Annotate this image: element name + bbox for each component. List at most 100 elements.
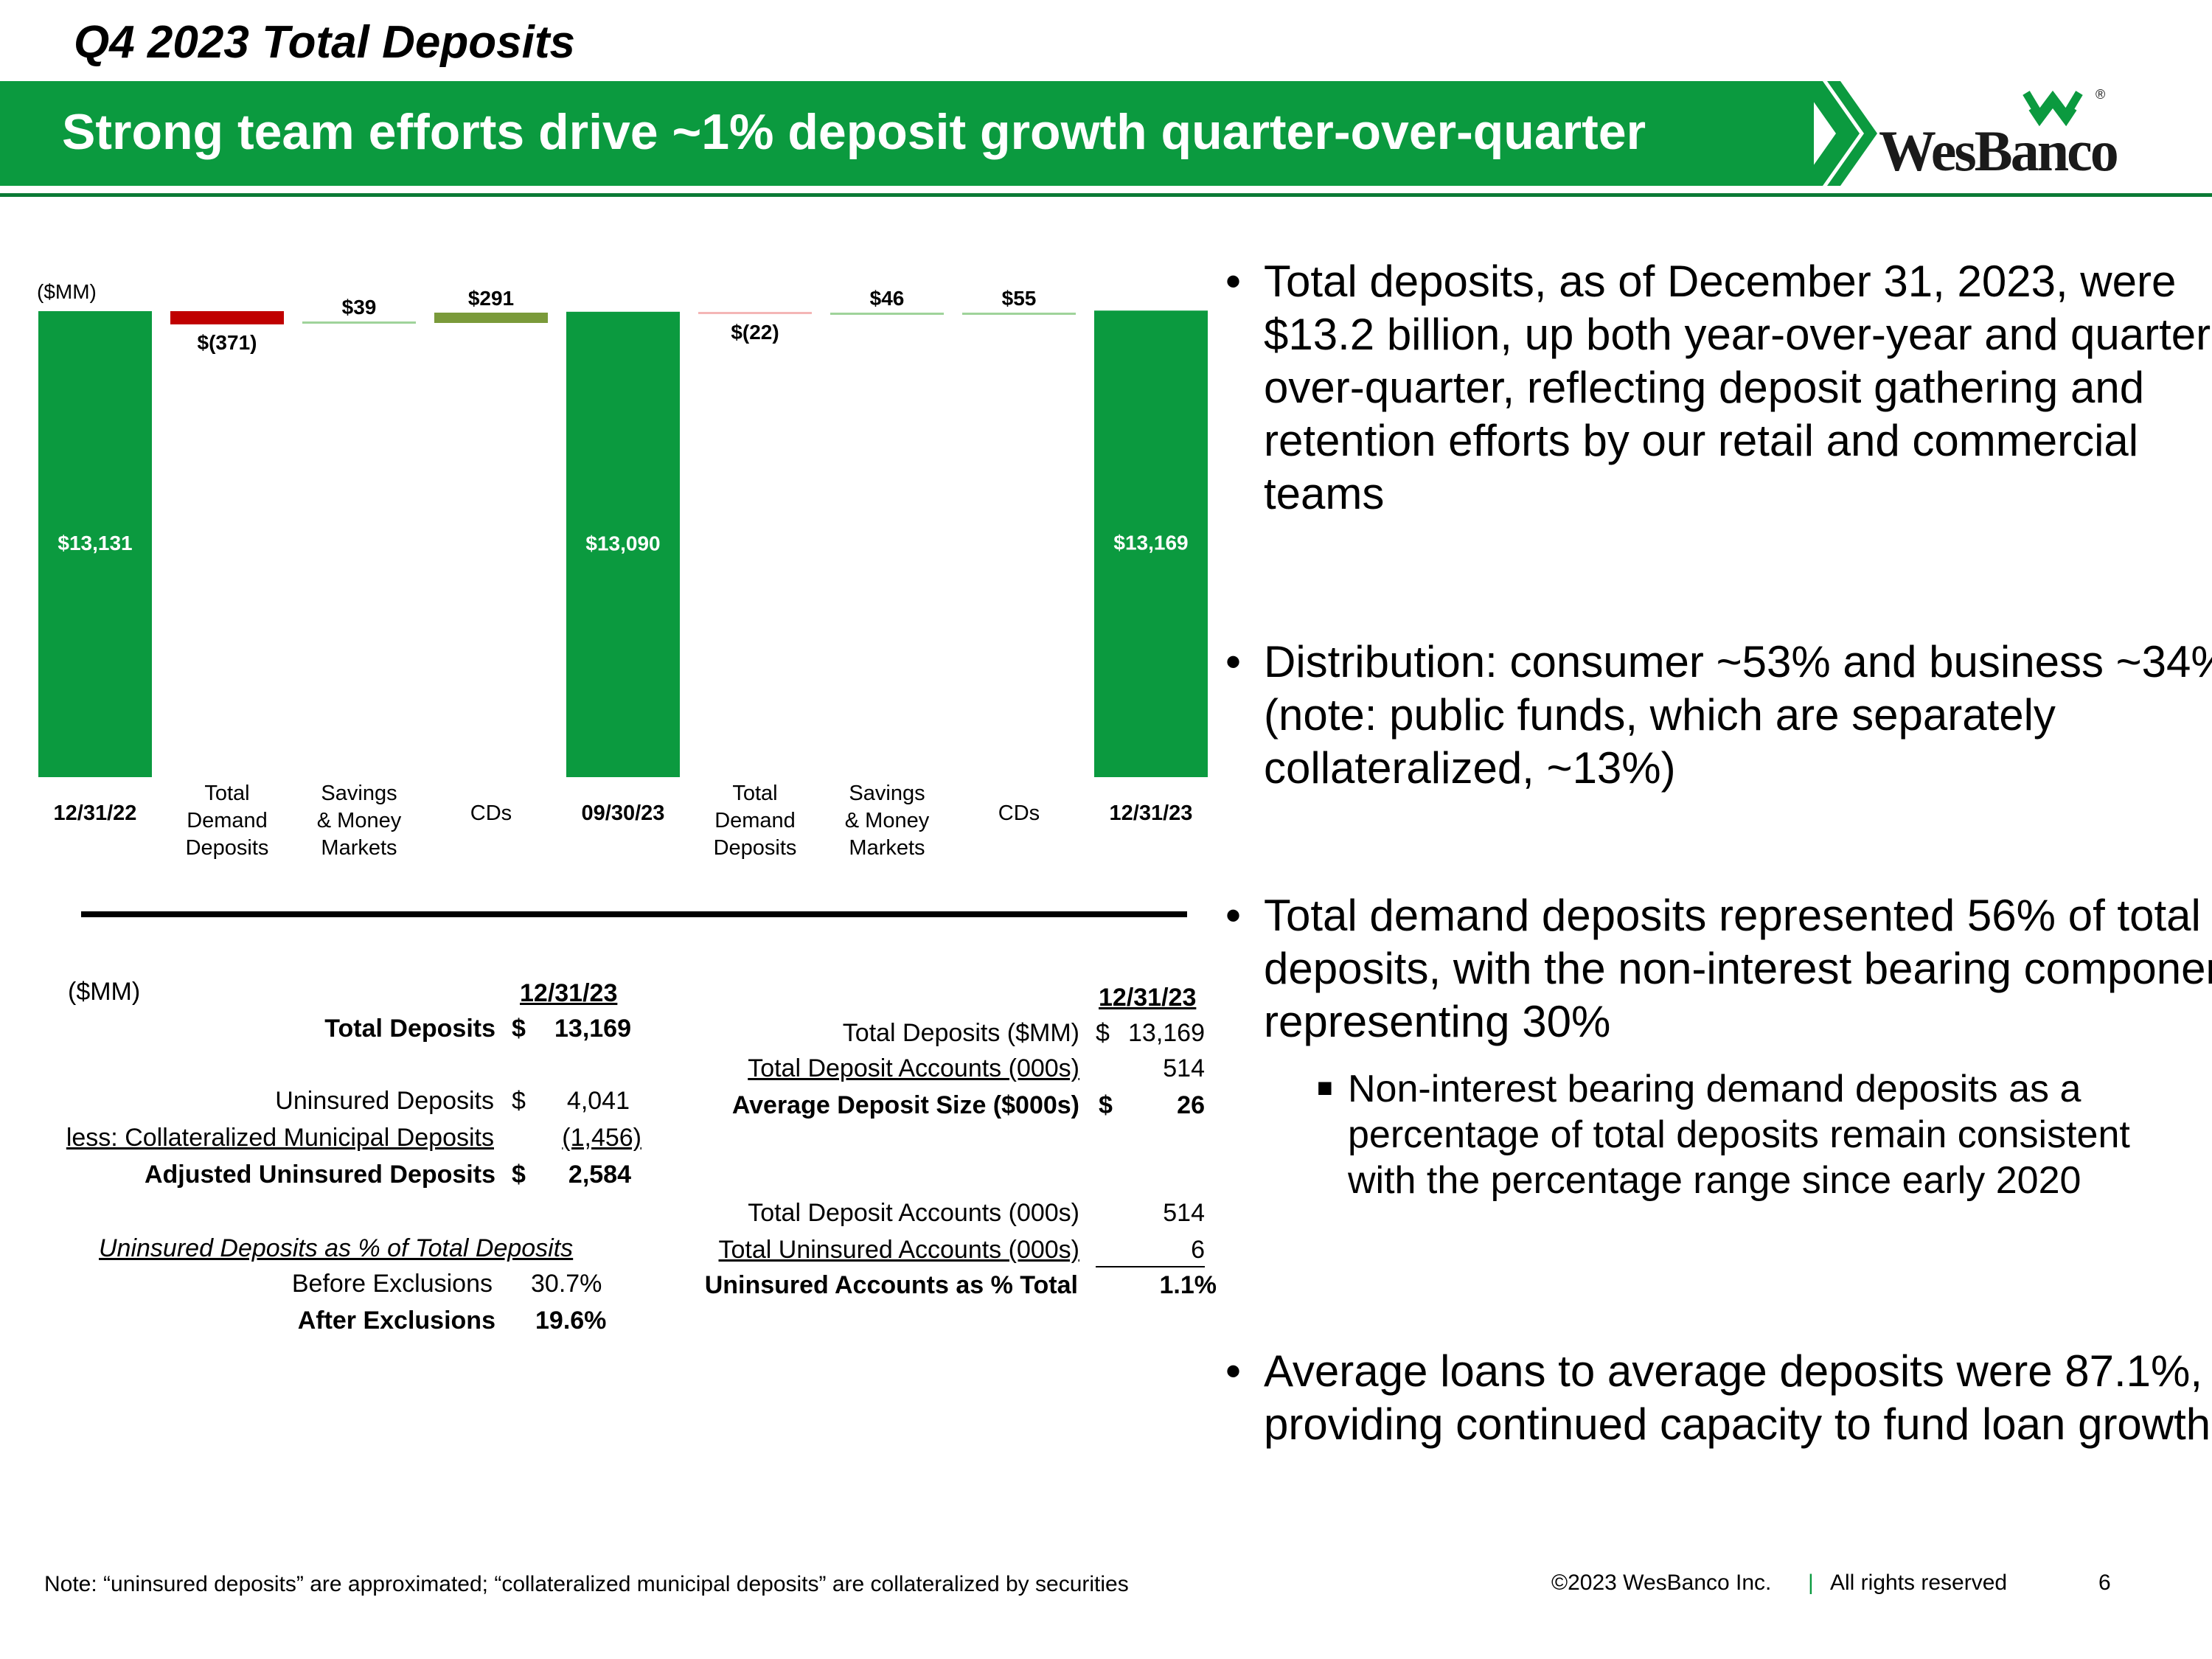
category-label: Deposits — [186, 836, 269, 860]
slide-kicker: Q4 2023 Total Deposits — [74, 17, 575, 68]
rt-uninsured-pct-value: 1.1% — [1159, 1271, 1217, 1299]
bar-value-label: $39 — [342, 296, 377, 319]
bullet-text: Total deposits, as of December 31, 2023,… — [1264, 257, 2212, 518]
bullet-dot-icon: • — [1225, 257, 1242, 306]
bar-value-label: $291 — [468, 287, 514, 310]
logo-wordmark: WesBanco — [1879, 119, 2119, 183]
wesbanco-logo-icon — [2023, 90, 2083, 127]
category-label: & Money — [317, 809, 402, 832]
waterfall-chart: $13,131 12/31/22 $(371) Total Demand Deposits… — [38, 287, 1208, 860]
bar-total — [38, 311, 152, 777]
chart-unit-label: ($MM) — [37, 280, 97, 303]
total-deposits-value: 13,169 — [554, 1015, 631, 1043]
uninsured-deposits-cur: $ — [512, 1087, 526, 1115]
banner-title: Strong team efforts drive ~1% deposit gr… — [62, 104, 1646, 160]
rights-reserved: All rights reserved — [1830, 1571, 2008, 1595]
bar-value-label: $13,090 — [585, 532, 660, 554]
bar-delta — [170, 311, 284, 324]
after-exclusions-value: 19.6% — [535, 1307, 607, 1335]
rt-uninsured-accounts-label: Total Uninsured Accounts (000s) — [718, 1236, 1079, 1264]
logo-registered: ® — [2096, 87, 2106, 102]
bar-value-label: $(371) — [198, 331, 257, 354]
bar-value-label: $46 — [870, 287, 905, 310]
collateralized-label: less: Collateralized Municipal Deposits — [66, 1124, 494, 1152]
before-exclusions-value: 30.7% — [531, 1270, 602, 1298]
rt-deposit-accounts-2-value: 514 — [1163, 1199, 1205, 1227]
bar-total — [566, 311, 680, 777]
bullet-loans: • Average loans to average deposits were… — [1225, 1345, 2212, 1451]
rt-total-deposits-value: 13,169 — [1128, 1019, 1205, 1047]
before-exclusions-label: Before Exclusions — [291, 1270, 493, 1298]
bullet-dot-icon: • — [1225, 1346, 1242, 1396]
category-label: 09/30/23 — [582, 801, 665, 825]
rt-uninsured-pct-label: Uninsured Accounts as % Total — [704, 1271, 1078, 1299]
right-table-date-header: 12/31/23 — [1099, 984, 1197, 1012]
rt-deposit-accounts-value: 514 — [1163, 1054, 1205, 1082]
bar-value-label: $(22) — [731, 321, 779, 344]
chevron-icon — [1799, 81, 1877, 186]
category-label: Demand — [187, 809, 268, 832]
after-exclusions-label: After Exclusions — [297, 1307, 495, 1335]
bullet-distribution: • Distribution: consumer ~53% and busine… — [1225, 636, 2212, 795]
category-label: Savings — [321, 782, 397, 805]
bar-delta — [830, 313, 944, 315]
bar-value-label: $55 — [1002, 287, 1037, 310]
bullet-text: Distribution: consumer ~53% and business… — [1264, 637, 2212, 793]
category-label: Markets — [321, 836, 397, 860]
bar-value-label: $13,169 — [1113, 532, 1188, 554]
header-rule — [0, 193, 2212, 197]
category-label: 12/31/22 — [54, 801, 137, 825]
rt-avg-deposit-label: Average Deposit Size ($000s) — [731, 1091, 1079, 1119]
section-divider — [81, 911, 1187, 917]
page-number: 6 — [2098, 1571, 2111, 1595]
bar-delta — [434, 313, 548, 323]
rt-total-deposits-label: Total Deposits ($MM) — [842, 1019, 1079, 1047]
bar-delta — [962, 313, 1076, 315]
total-deposits-cur: $ — [512, 1015, 526, 1043]
bar-delta — [302, 321, 416, 324]
category-label: Markets — [849, 836, 925, 860]
rt-sum-rule — [1096, 1266, 1205, 1267]
category-label: Demand — [714, 809, 796, 832]
bar-total — [1094, 310, 1208, 777]
left-table-date-header: 12/31/23 — [520, 979, 618, 1007]
bullet-text: Total demand deposits represented 56% of… — [1264, 891, 2212, 1046]
bullet-total-deposits: • Total deposits, as of December 31, 202… — [1225, 255, 2212, 521]
category-label: CDs — [998, 801, 1040, 825]
category-label: CDs — [470, 801, 512, 825]
category-label: Savings — [849, 782, 925, 805]
uninsured-deposits-value: 4,041 — [566, 1087, 630, 1115]
rt-deposit-accounts-2-label: Total Deposit Accounts (000s) — [748, 1199, 1079, 1227]
adjusted-uninsured-cur: $ — [512, 1161, 526, 1189]
bar-value-label: $13,131 — [58, 532, 132, 554]
rt-uninsured-accounts-value: 6 — [1191, 1236, 1205, 1264]
bullet-dot-icon: • — [1225, 891, 1242, 940]
pct-heading: Uninsured Deposits as % of Total Deposit… — [99, 1234, 574, 1262]
category-label: Total — [204, 782, 249, 805]
footnote: Note: “uninsured deposits” are approxima… — [44, 1572, 1129, 1596]
left-table-unit: ($MM) — [68, 978, 141, 1006]
rt-avg-deposit-cur: $ — [1099, 1091, 1113, 1119]
category-label: & Money — [845, 809, 930, 832]
bullet-demand-deposits: • Total demand deposits represented 56% … — [1225, 889, 2212, 1048]
footer-separator: | — [1808, 1571, 1814, 1595]
category-label: 12/31/23 — [1110, 801, 1193, 825]
rt-avg-deposit-value: 26 — [1177, 1091, 1205, 1119]
sub-bullet-non-interest: ■ Non-interest bearing demand deposits a… — [1317, 1066, 2196, 1203]
category-label: Total — [732, 782, 777, 805]
rt-deposit-accounts-label: Total Deposit Accounts (000s) — [748, 1054, 1079, 1082]
sub-bullet-text: Non-interest bearing demand deposits as … — [1348, 1068, 2130, 1202]
uninsured-deposits-label: Uninsured Deposits — [275, 1087, 494, 1115]
bar-delta — [698, 312, 812, 314]
total-deposits-label: Total Deposits — [324, 1015, 495, 1043]
title-banner — [0, 81, 1814, 186]
bullet-dot-icon: • — [1225, 637, 1242, 686]
category-label: Deposits — [714, 836, 797, 860]
copyright: ©2023 WesBanco Inc. — [1551, 1571, 1772, 1595]
adjusted-uninsured-value: 2,584 — [568, 1161, 631, 1189]
collateralized-value: (1,456) — [562, 1124, 641, 1152]
bullet-text: Average loans to average deposits were 8… — [1264, 1346, 2211, 1449]
square-bullet-icon: ■ — [1317, 1072, 1333, 1102]
rt-total-deposits-cur: $ — [1096, 1019, 1110, 1047]
adjusted-uninsured-label: Adjusted Uninsured Deposits — [144, 1161, 495, 1189]
